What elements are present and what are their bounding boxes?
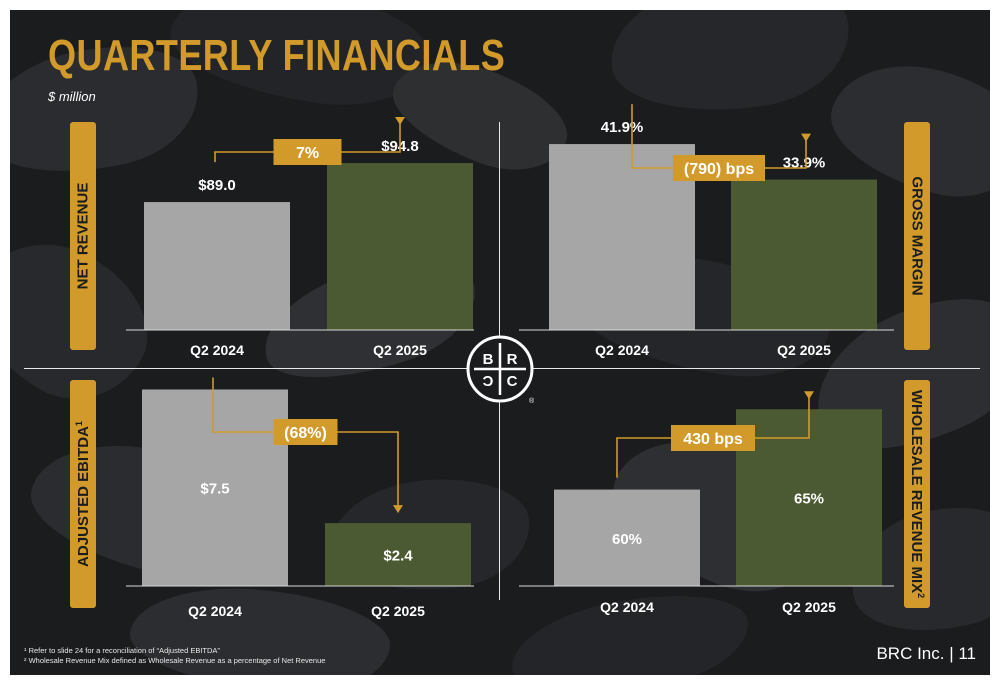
change-badge [671, 425, 755, 451]
value-label-q2-2025: 65% [794, 491, 824, 508]
change-arrowhead [804, 391, 814, 400]
bar-q2-2025 [731, 179, 877, 330]
value-label-q2-2025: 33.9% [783, 155, 826, 172]
gross-margin-title: GROSS MARGIN [908, 176, 926, 296]
tick-label-q2-2024: Q2 2024 [595, 342, 649, 358]
change-badge-label: (68%) [284, 425, 327, 442]
logo-letter-1: B [483, 351, 494, 368]
adjusted-ebitda-chart: $7.5 Q2 2024 $2.4 Q2 2025 (68%) [114, 377, 486, 619]
net-revenue-tab: NET REVENUE [70, 122, 96, 350]
wholesale-mix-label: WHOLESALE REVENUE MIX2 [908, 390, 926, 598]
gross-margin-chart: 41.9% Q2 2024 33.9% Q2 2025 (790) bps [514, 104, 894, 358]
camo-blob [602, 10, 858, 127]
change-arrowhead [393, 505, 403, 514]
tick-label-q2-2025: Q2 2025 [373, 342, 427, 358]
footnotes: ¹ Refer to slide 24 for a reconciliation… [24, 646, 325, 666]
wholesale-mix-tab: WHOLESALE REVENUE MIX2 [904, 380, 930, 608]
value-label-q2-2024: $89.0 [198, 177, 236, 194]
tick-label-q2-2025: Q2 2025 [777, 342, 831, 358]
value-label-q2-2024: 41.9% [601, 119, 644, 136]
wholesale-mix-footnote-ref: 2 [916, 593, 926, 599]
adjusted-ebitda-label: ADJUSTED EBITDA1 [74, 421, 92, 567]
chart-svg: 60% Q2 2024 65% Q2 2025 430 bps [519, 391, 894, 615]
adjusted-ebitda-title: ADJUSTED EBITDA [75, 426, 92, 567]
logo-registered-mark: ® [529, 397, 534, 403]
logo-letter-3: C [482, 372, 493, 389]
value-label-q2-2024: 60% [612, 531, 642, 548]
bar-q2-2025 [325, 523, 471, 586]
wholesale-mix-title: WHOLESALE REVENUE MIX [908, 389, 925, 594]
bar-q2-2024 [549, 144, 695, 330]
change-badge-label: (790) bps [684, 161, 754, 178]
net-revenue-chart: $89.0 Q2 2024 $94.8 Q2 2025 7% [114, 117, 486, 358]
change-badge [673, 155, 765, 181]
logo-letter-4: C [507, 373, 518, 390]
change-badge-label: 430 bps [683, 431, 743, 448]
change-badge-label: 7% [296, 145, 319, 162]
slide: QUARTERLY FINANCIALS $ million NET REVEN… [10, 10, 990, 675]
tick-label-q2-2025: Q2 2025 [782, 599, 836, 615]
tick-label-q2-2024: Q2 2024 [600, 599, 654, 615]
value-label-q2-2024: $7.5 [200, 481, 229, 498]
units-subtitle: $ million [48, 89, 96, 104]
adjusted-ebitda-footnote-ref: 1 [74, 421, 84, 427]
bar-q2-2024 [144, 202, 290, 330]
brc-logo: B R C C ® [466, 335, 534, 403]
page-title: QUARTERLY FINANCIALS [48, 31, 506, 80]
footnote-1: ¹ Refer to slide 24 for a reconciliation… [24, 646, 220, 655]
wholesale-mix-chart: 60% Q2 2024 65% Q2 2025 430 bps [514, 388, 894, 616]
footnote-2: ² Wholesale Revenue Mix defined as Whole… [24, 656, 326, 665]
chart-svg: 41.9% Q2 2024 33.9% Q2 2025 (790) bps [519, 104, 894, 358]
tick-label-q2-2025: Q2 2025 [371, 603, 425, 619]
bar-q2-2024 [554, 489, 700, 586]
chart-svg: $7.5 Q2 2024 $2.4 Q2 2025 (68%) [126, 377, 474, 619]
value-label-q2-2025: $2.4 [383, 548, 413, 565]
gross-margin-tab: GROSS MARGIN [904, 122, 930, 350]
net-revenue-title: NET REVENUE [74, 182, 92, 290]
bar-q2-2025 [327, 163, 473, 330]
change-badge [273, 419, 338, 445]
logo-letter-2: R [507, 351, 518, 368]
change-badge [273, 139, 342, 165]
tick-label-q2-2024: Q2 2024 [190, 342, 244, 358]
adjusted-ebitda-tab: ADJUSTED EBITDA1 [70, 380, 96, 608]
footer-brand-page: BRC Inc. | 11 [876, 644, 976, 663]
change-arrowhead [801, 133, 811, 142]
change-arrowhead [395, 117, 405, 126]
tick-label-q2-2024: Q2 2024 [188, 603, 242, 619]
bar-q2-2024 [142, 389, 288, 586]
